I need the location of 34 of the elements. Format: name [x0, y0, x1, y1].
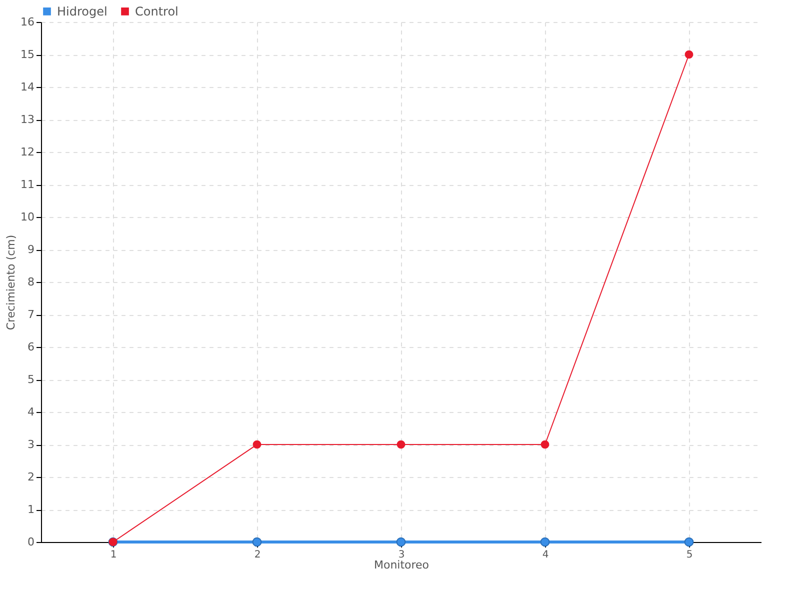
y-tick-label: 6 [28, 340, 34, 354]
y-axis-title: Crecimiento (cm) [4, 234, 18, 330]
y-tick-label: 13 [20, 113, 34, 126]
point [396, 537, 406, 547]
y-tick-label: 12 [20, 146, 34, 158]
y-tick-label: 10 [20, 210, 34, 224]
x-tick-label: 5 [686, 550, 693, 560]
point [396, 440, 406, 449]
y-tick-label: 7 [28, 308, 34, 321]
y-tick-label: 5 [28, 373, 34, 386]
y-tick-label: 11 [20, 178, 34, 191]
legend-label: Control [135, 4, 178, 18]
y-tick-label: 14 [20, 80, 34, 94]
y-tick-label: 9 [28, 243, 34, 256]
y-tick-label: 0 [28, 536, 34, 548]
x-tick-label: 2 [254, 550, 261, 560]
y-tick-label: 15 [20, 48, 34, 61]
y-tick-label: 2 [28, 470, 34, 484]
point [252, 537, 262, 547]
point [540, 537, 550, 547]
x-tick-label: 3 [398, 550, 405, 560]
x-axis-title: Monitoreo [374, 558, 430, 572]
point [684, 537, 694, 547]
y-tick-label: 3 [28, 438, 34, 451]
y-tick-label: 4 [28, 406, 34, 418]
point [540, 440, 550, 449]
y-tick-label: 8 [28, 276, 34, 288]
legend-label: Hidrogel [57, 4, 108, 18]
y-tick-label: 16 [20, 16, 34, 28]
point [252, 440, 262, 449]
x-tick-label: 1 [110, 550, 117, 560]
y-tick-label: 1 [28, 503, 34, 516]
x-tick-label: 4 [542, 550, 549, 560]
point [684, 50, 694, 59]
